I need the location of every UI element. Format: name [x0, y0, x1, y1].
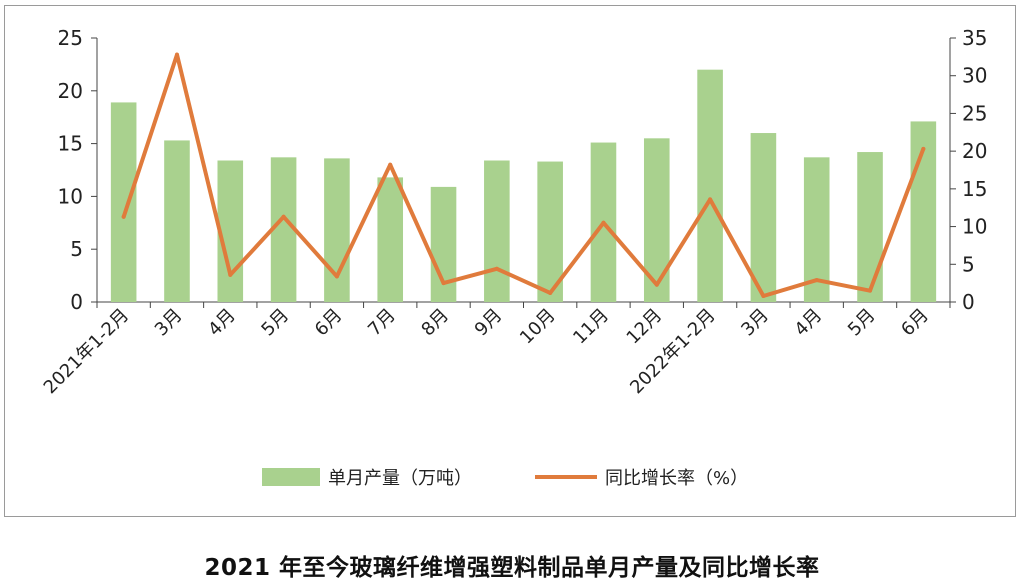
right-tick-label: 10	[962, 215, 987, 239]
right-tick-label: 35	[962, 26, 987, 50]
x-tick-label: 10月	[516, 305, 560, 349]
x-tick-label: 3月	[151, 305, 187, 341]
right-tick-label: 5	[962, 252, 975, 276]
x-tick-label: 6月	[311, 305, 347, 341]
chart-frame: 0 5 10 15 20 25 0 5 10 15 20 25 30 35 2021年1-2月 3月 4月 5月 6…	[4, 5, 1016, 517]
line-point	[548, 290, 553, 295]
left-tick-label: 15	[58, 132, 83, 156]
bar	[484, 160, 510, 302]
line-point	[441, 281, 446, 286]
legend-swatch-bar	[262, 468, 320, 486]
right-tick-label: 25	[962, 101, 987, 125]
left-tick-label: 20	[58, 79, 83, 103]
x-tick-label: 4月	[791, 305, 827, 341]
chart-caption: 2021 年至今玻璃纤维增强塑料制品单月产量及同比增长率	[204, 555, 820, 581]
left-tick-label: 5	[70, 237, 83, 261]
line-point	[601, 220, 606, 225]
series-line	[121, 52, 926, 298]
left-tick-label: 25	[58, 26, 83, 50]
bar	[803, 157, 830, 302]
line-point	[654, 282, 659, 287]
legend-label-bar: 单月产量（万吨）	[328, 468, 472, 489]
right-tick-label: 30	[962, 64, 987, 88]
line-point	[228, 272, 233, 277]
line-point	[174, 52, 179, 57]
bar	[110, 102, 137, 302]
line-point	[868, 288, 873, 293]
right-tick-label: 0	[962, 290, 975, 314]
chart-svg: 0 5 10 15 20 25 0 5 10 15 20 25 30 35 2021年1-2月 3月 4月 5月 6…	[40, 26, 988, 489]
line-point	[494, 266, 499, 271]
bar	[164, 140, 190, 302]
x-tick-label: 12月	[623, 305, 667, 349]
x-tick-label: 11月	[569, 305, 613, 349]
line-point	[388, 162, 393, 167]
line-point	[921, 146, 926, 151]
line-point	[121, 214, 126, 219]
legend-label-line: 同比增长率（%）	[605, 468, 748, 489]
left-tick-label: 10	[58, 184, 83, 208]
bar	[324, 158, 350, 302]
bar	[697, 69, 723, 303]
bar	[270, 157, 297, 302]
right-tick-label: 20	[962, 139, 987, 163]
x-tick-label: 7月	[364, 305, 400, 341]
x-tick-label: 3月	[737, 305, 773, 341]
left-tick-label: 0	[70, 290, 83, 314]
x-tick-label: 6月	[897, 305, 933, 341]
line-point	[761, 293, 766, 298]
right-tick-label: 15	[962, 177, 987, 201]
line-point	[334, 274, 339, 279]
bar	[857, 152, 883, 302]
x-tick-label: 2021年1-2月	[40, 305, 133, 398]
x-tick-label: 4月	[204, 305, 240, 341]
x-tick-label: 9月	[471, 305, 507, 341]
line-point	[708, 197, 713, 202]
x-tick-label: 5月	[257, 305, 293, 341]
bar	[377, 177, 404, 302]
line-point	[281, 214, 286, 219]
x-tick-label: 5月	[844, 305, 880, 341]
line-point	[814, 278, 819, 283]
x-tick-label: 8月	[417, 305, 453, 341]
bar	[643, 138, 670, 302]
bar	[750, 133, 777, 302]
